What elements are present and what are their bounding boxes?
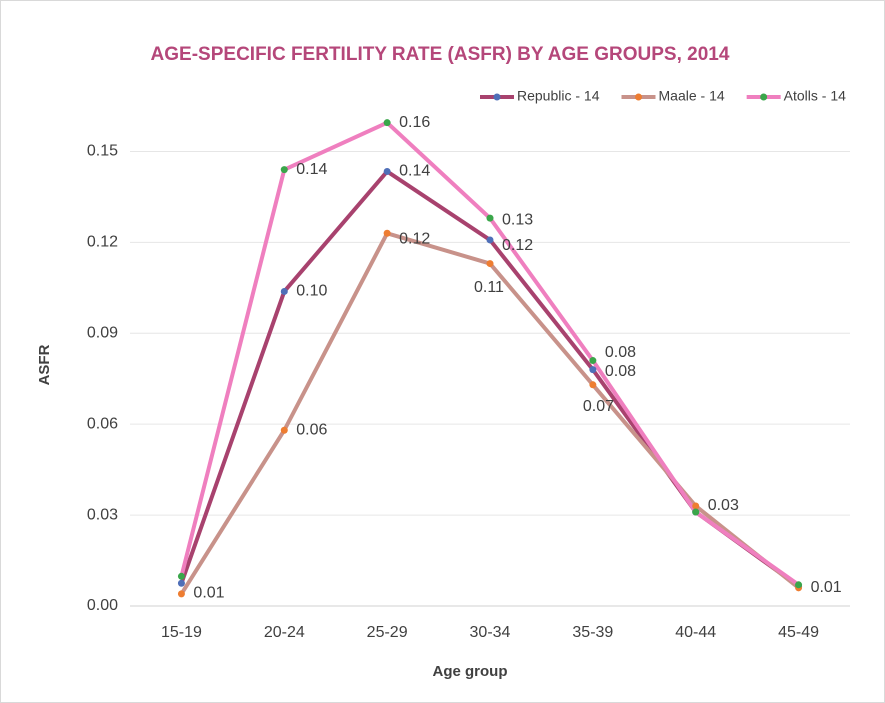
data-label: 0.12 (399, 230, 430, 247)
data-label: 0.07 (583, 398, 614, 415)
data-label: 0.12 (502, 237, 533, 254)
x-tick-label: 15-19 (161, 624, 202, 641)
data-label: 0.10 (296, 283, 327, 300)
data-point (177, 572, 185, 580)
y-tick-label: 0.00 (87, 597, 118, 614)
y-axis-title: ASFR (36, 344, 53, 385)
y-tick-label: 0.15 (87, 143, 118, 160)
data-point (383, 119, 391, 127)
data-label: 0.14 (296, 161, 327, 178)
data-point (280, 166, 288, 174)
x-axis-title: Age group (433, 663, 508, 680)
data-label: 0.01 (811, 579, 842, 596)
data-point (589, 366, 597, 374)
x-tick-label: 45-49 (778, 624, 819, 641)
data-point (383, 229, 391, 237)
x-tick-label: 25-29 (367, 624, 408, 641)
data-label: 0.08 (605, 344, 636, 361)
data-point (589, 381, 597, 389)
y-tick-label: 0.12 (87, 234, 118, 251)
legend-marker (635, 93, 642, 101)
y-tick-label: 0.03 (87, 506, 118, 523)
data-point (280, 426, 288, 434)
data-point (280, 287, 288, 295)
x-tick-label: 20-24 (264, 624, 305, 641)
x-tick-label: 40-44 (675, 624, 716, 641)
data-point (692, 508, 700, 516)
y-tick-label: 0.09 (87, 324, 118, 341)
data-point (486, 214, 494, 222)
legend-label: Republic - 14 (517, 88, 600, 104)
data-label: 0.01 (193, 584, 224, 601)
data-label: 0.06 (296, 421, 327, 438)
legend-marker (493, 93, 501, 101)
y-tick-label: 0.06 (87, 415, 118, 432)
data-point (177, 579, 185, 587)
data-label: 0.16 (399, 114, 430, 131)
legend-label: Maale - 14 (659, 88, 725, 104)
x-tick-label: 35-39 (572, 624, 613, 641)
data-label: 0.08 (605, 363, 636, 380)
data-point (383, 167, 391, 175)
data-point (692, 502, 700, 510)
data-point (177, 590, 185, 598)
data-point (795, 581, 803, 589)
data-point (486, 260, 494, 268)
data-point (486, 236, 494, 244)
x-tick-label: 30-34 (470, 624, 511, 641)
data-point (589, 357, 597, 365)
data-label: 0.13 (502, 211, 533, 228)
legend-label: Atolls - 14 (784, 88, 846, 104)
legend-marker (760, 93, 768, 101)
data-label: 0.14 (399, 163, 430, 180)
data-label: 0.11 (474, 279, 504, 296)
data-label: 0.03 (708, 497, 739, 514)
chart-title: AGE-SPECIFIC FERTILITY RATE (ASFR) BY AG… (151, 44, 730, 65)
